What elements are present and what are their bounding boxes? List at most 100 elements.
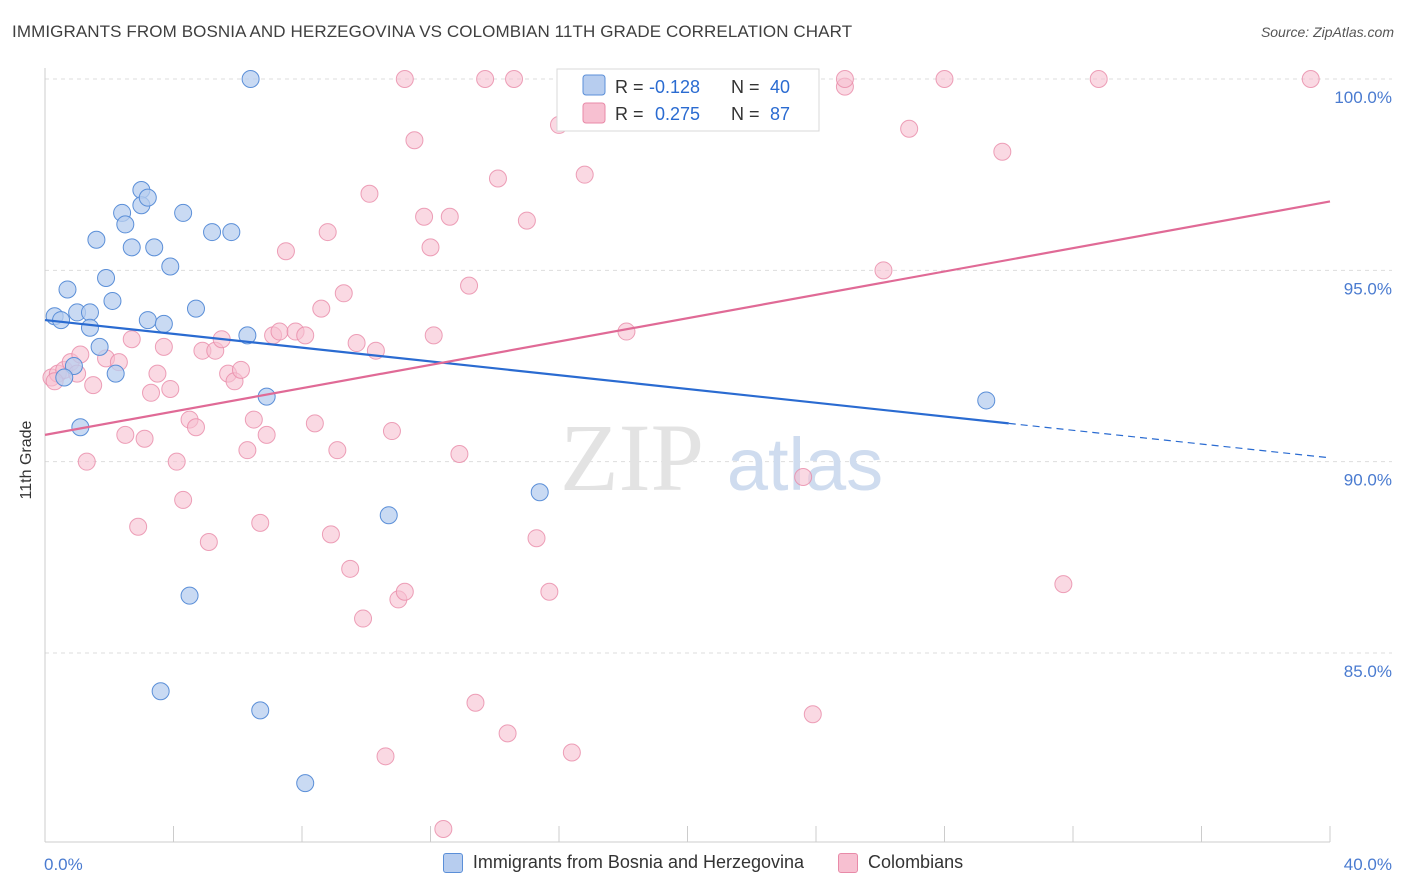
chart-source: Source: ZipAtlas.com <box>1260 24 1394 40</box>
legend-n-label-2: N = <box>731 104 760 124</box>
bosnia-point <box>296 774 315 793</box>
y-tick-label-1: 90.0% <box>1344 471 1392 490</box>
colombians-point <box>562 743 581 762</box>
legend-n-value-1: 40 <box>770 77 790 97</box>
y-tick-label-3: 100.0% <box>1334 88 1392 107</box>
axes-layer <box>44 68 1331 843</box>
colombians-point <box>617 322 636 341</box>
bosnia-point <box>80 318 99 337</box>
colombians-point <box>347 334 366 353</box>
x-tick-label-0: 0.0% <box>44 855 83 874</box>
bosnia-point <box>145 238 164 257</box>
bosnia-points <box>45 70 996 793</box>
y-tick-label-0: 85.0% <box>1344 662 1392 681</box>
colombians-point <box>415 207 434 226</box>
bosnia-point <box>186 299 205 318</box>
top-legend: R = -0.128 N = 40 R = 0.275 N = 87 <box>556 68 820 132</box>
bosnia-trend-extension <box>1008 422 1331 459</box>
tick-labels: 85.0% 90.0% 95.0% 100.0% 0.0% 40.0% <box>44 88 1392 874</box>
bottom-legend-swatch-bosnia <box>442 852 463 873</box>
colombians-point <box>257 425 276 444</box>
colombians-point <box>476 70 495 88</box>
colombians-points <box>42 70 1320 839</box>
bosnia-point <box>58 280 77 299</box>
colombians-point <box>161 379 180 398</box>
colombians-point <box>174 490 193 509</box>
colombians-point <box>405 131 424 150</box>
trend-lines <box>44 200 1331 459</box>
bosnia-point <box>180 586 199 605</box>
colombians-point <box>116 425 135 444</box>
colombians-point <box>318 223 337 242</box>
bosnia-point <box>174 203 193 222</box>
colombians-point <box>77 452 96 471</box>
bosnia-point <box>64 357 83 375</box>
bosnia-point <box>138 188 157 207</box>
bosnia-point <box>97 268 116 287</box>
colombians-point <box>186 418 205 437</box>
colombians-point <box>270 322 289 341</box>
colombians-point <box>84 376 103 395</box>
bosnia-point <box>977 391 996 410</box>
colombians-point <box>321 525 340 544</box>
colombians-point <box>238 441 257 460</box>
colombians-point <box>305 414 324 433</box>
colombians-point <box>148 364 167 383</box>
bosnia-point <box>161 257 180 276</box>
colombians-point <box>382 422 401 441</box>
legend-swatch-colombians <box>582 102 606 124</box>
colombians-point <box>498 724 517 743</box>
legend-r-label-1: R = <box>615 77 644 97</box>
colombians-point <box>341 559 360 578</box>
colombians-point <box>440 207 459 226</box>
colombians-point <box>434 820 453 839</box>
bottom-legend-label-bosnia: Immigrants from Bosnia and Herzegovina <box>472 852 805 872</box>
colombians-point <box>154 337 173 356</box>
bottom-legend-swatch-colombians <box>838 852 859 873</box>
legend-r-value-2: 0.275 <box>655 104 700 124</box>
bosnia-point <box>87 230 106 249</box>
bosnia-point <box>530 483 549 502</box>
x-tick-label-1: 40.0% <box>1344 855 1392 874</box>
colombians-point <box>231 360 250 379</box>
legend-r-label-2: R = <box>615 104 644 124</box>
colombians-point <box>1301 70 1320 88</box>
colombians-point <box>276 242 295 261</box>
bosnia-point <box>379 506 398 525</box>
watermark-zip: ZIP <box>560 404 704 511</box>
bosnia-point <box>251 701 270 720</box>
colombians-point <box>540 582 559 601</box>
colombians-point <box>360 184 379 203</box>
bosnia-point <box>106 364 125 383</box>
colombians-point <box>129 517 148 536</box>
colombians-point <box>312 299 331 318</box>
colombians-point <box>794 467 813 486</box>
bosnia-point <box>203 223 222 242</box>
watermark-atlas: atlas <box>727 423 883 506</box>
bosnia-point <box>80 303 99 322</box>
legend-swatch-bosnia <box>582 74 606 96</box>
colombians-point <box>354 609 373 628</box>
bosnia-point <box>116 215 135 234</box>
colombians-point <box>527 529 546 548</box>
bottom-legend-label-colombians: Colombians <box>868 852 964 872</box>
legend-r-value-1: -0.128 <box>649 77 700 97</box>
bosnia-point <box>222 223 241 242</box>
bosnia-trend-line <box>44 318 1009 425</box>
colombians-point <box>251 513 270 532</box>
chart-title: IMMIGRANTS FROM BOSNIA AND HERZEGOVINA V… <box>12 22 853 41</box>
colombians-point <box>466 693 485 712</box>
colombians-point <box>460 276 479 295</box>
colombians-point <box>450 445 469 464</box>
colombians-point <box>244 410 263 429</box>
colombians-point <box>1089 70 1108 88</box>
colombians-point <box>395 70 414 88</box>
colombians-point <box>421 238 440 257</box>
bosnia-point <box>55 368 74 387</box>
bosnia-point <box>241 70 260 88</box>
colombians-point <box>199 533 218 552</box>
colombians-point <box>993 142 1012 161</box>
watermark: ZIP atlas <box>560 404 883 511</box>
